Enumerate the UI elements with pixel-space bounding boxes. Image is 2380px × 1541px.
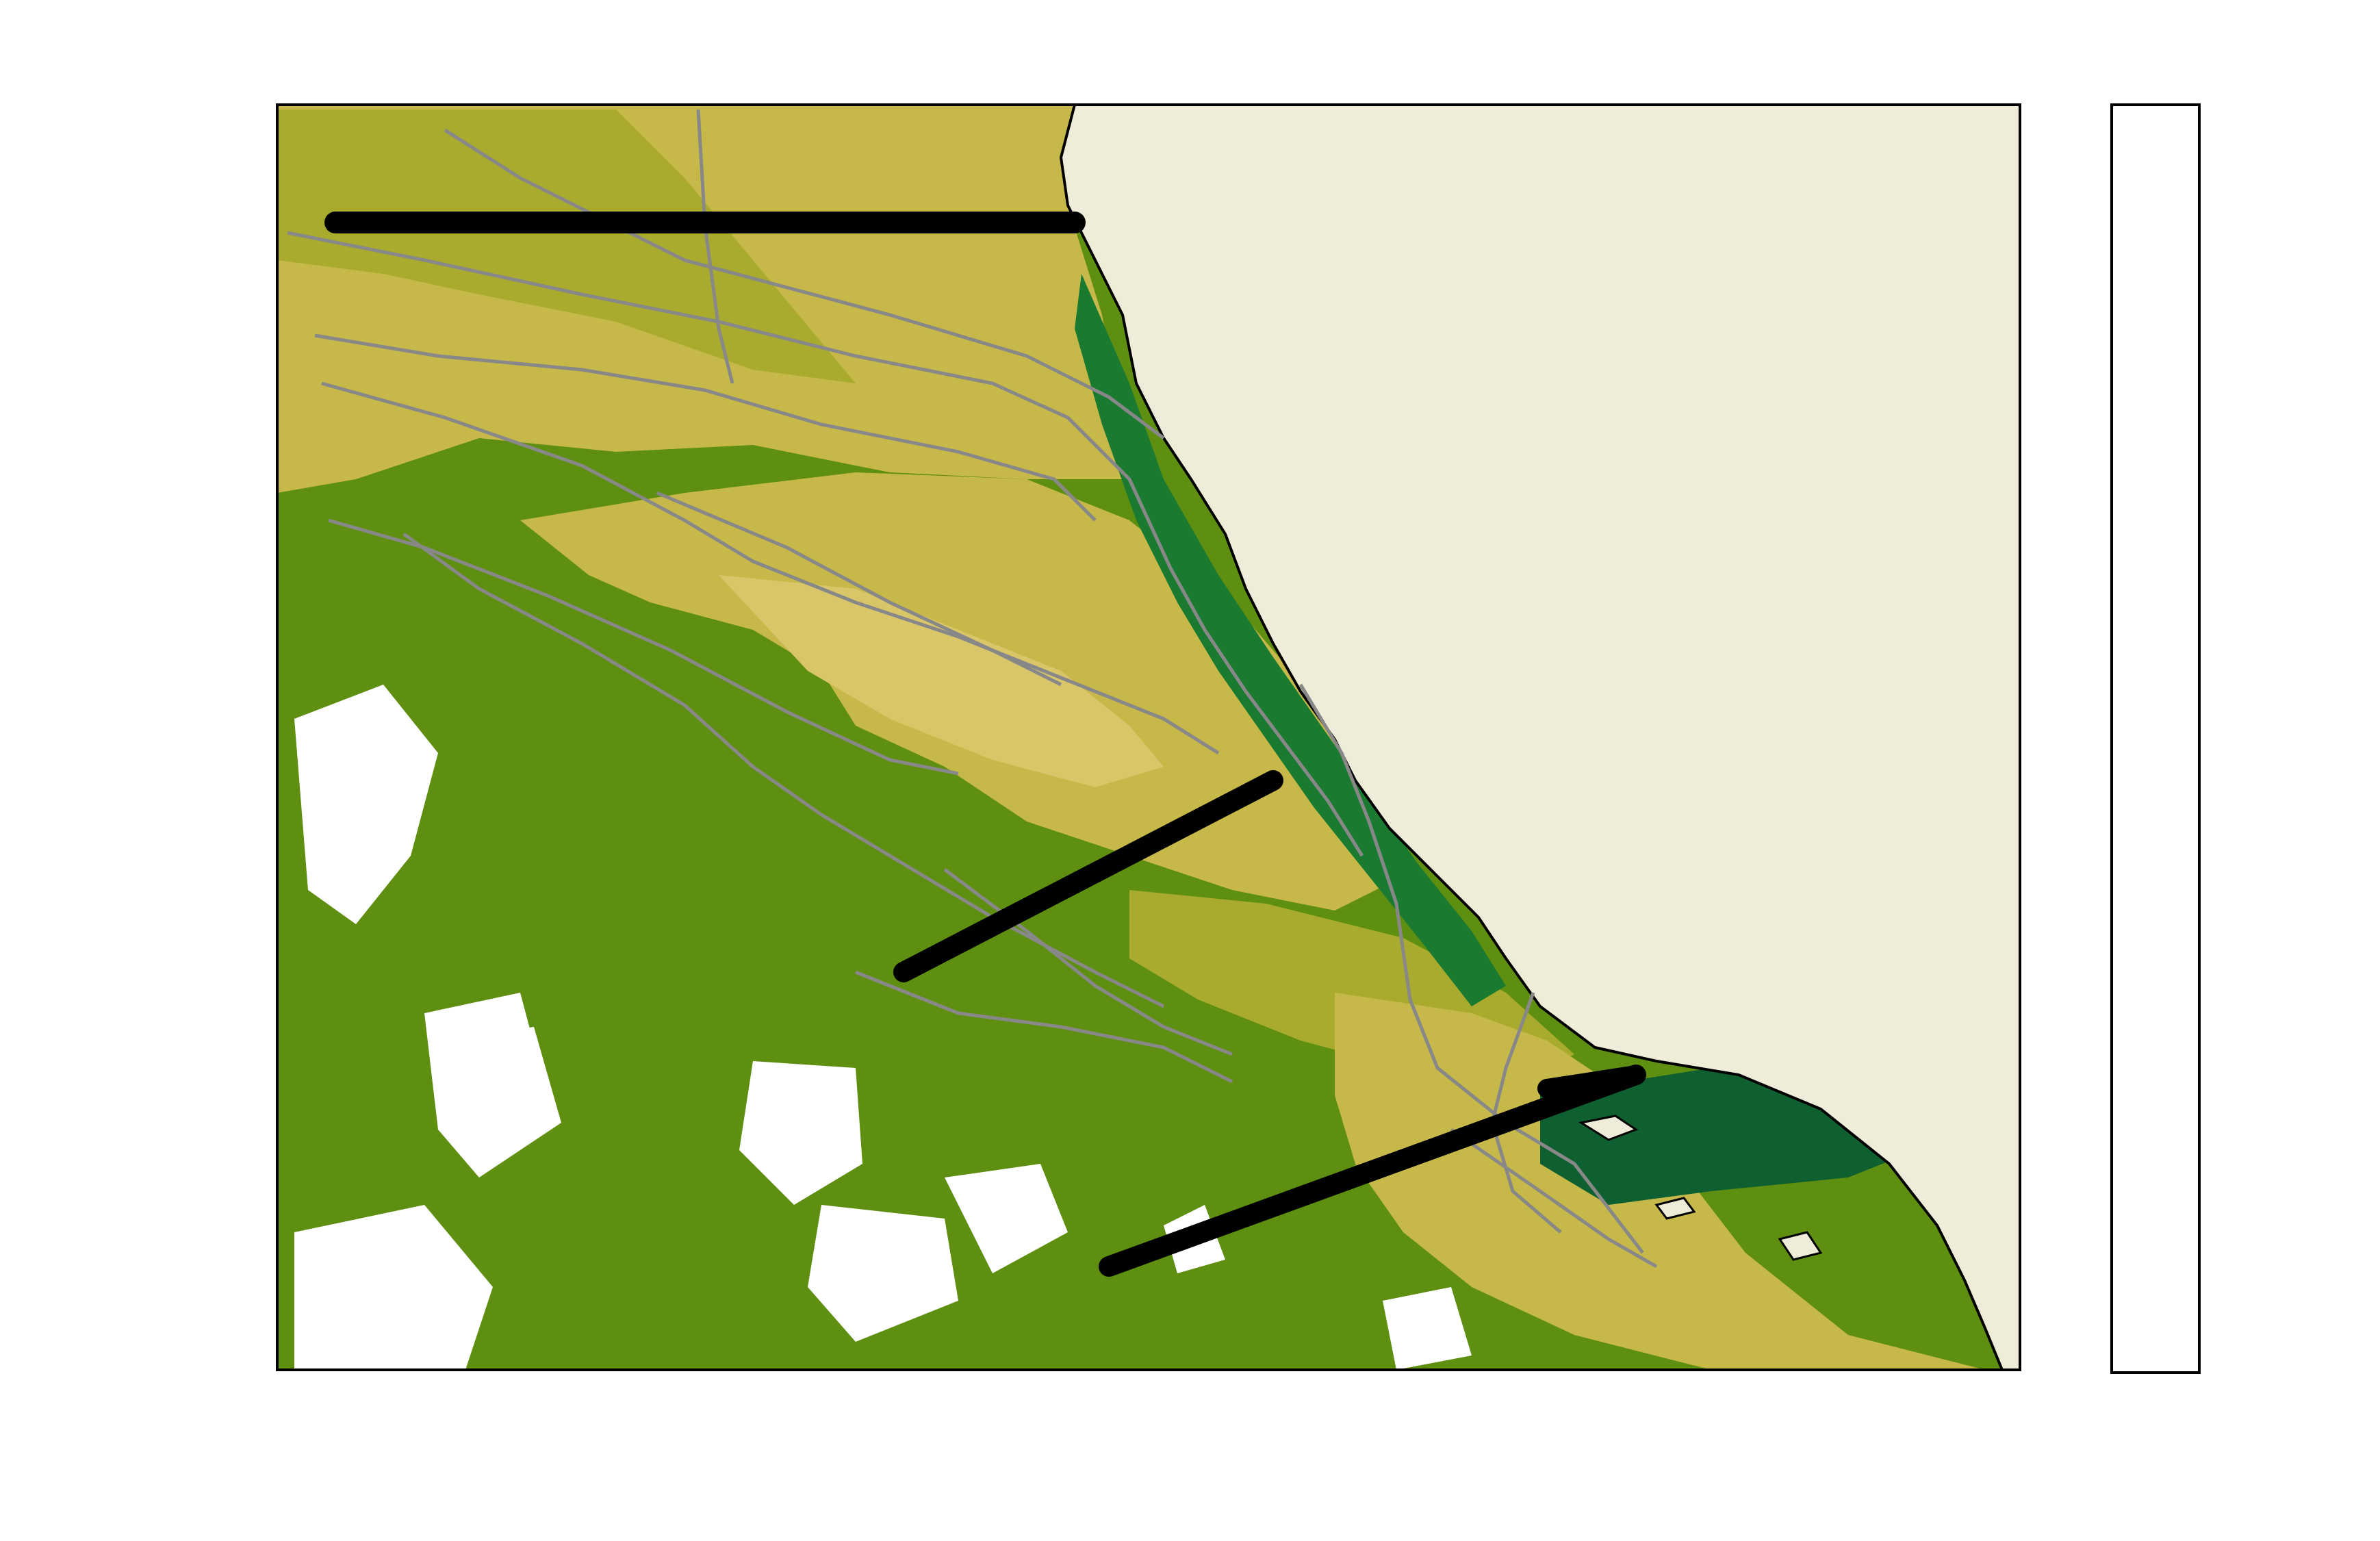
- map-area: [277, 105, 2020, 1370]
- field-patch-coastal: [1075, 274, 1506, 1006]
- land: [1059, 105, 2020, 1370]
- ship-tracks: [324, 212, 1646, 1277]
- no-data-regions: [294, 685, 1472, 1370]
- map-frame: [276, 103, 2021, 1371]
- island-1: [1578, 1115, 1639, 1141]
- colorbar: [2110, 103, 2201, 1374]
- field-patch-north-dark: [277, 110, 856, 383]
- island-3: [1778, 1231, 1823, 1261]
- float-tracks: [287, 109, 1658, 1269]
- island-2: [1654, 1197, 1696, 1220]
- colorbar-frame: [2110, 103, 2201, 1374]
- field-patch-mid-light: [719, 575, 1164, 787]
